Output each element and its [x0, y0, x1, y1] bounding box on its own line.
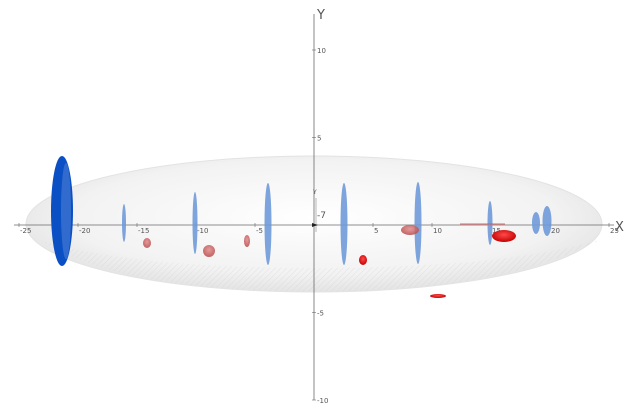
y-axis-label: Y — [316, 8, 325, 23]
x-tick-label: -10 — [197, 227, 208, 235]
red-ellipse — [143, 238, 151, 248]
red-ellipse — [430, 294, 446, 298]
blue-disc — [122, 204, 126, 242]
blue-disc — [542, 206, 552, 236]
large-blue-disc — [51, 156, 73, 266]
x-tick-label: 25 — [610, 227, 619, 235]
x-tick-label: -25 — [20, 227, 31, 235]
y-tick-label: -10 — [317, 397, 328, 405]
blue-disc — [340, 183, 348, 265]
y-axis: 10 5 -5 -10 Y — [312, 8, 328, 405]
blue-disc — [414, 182, 422, 264]
x-tick-label: 5 — [374, 227, 378, 235]
x-tick-label: -20 — [79, 227, 90, 235]
x-tick-label: -15 — [138, 227, 149, 235]
blue-disc — [487, 201, 493, 245]
blue-disc — [192, 192, 198, 254]
red-ellipse — [203, 245, 215, 257]
mini-axis: Y -7 — [312, 189, 326, 232]
red-ellipse — [244, 235, 250, 247]
x-tick-label: 15 — [492, 227, 501, 235]
x-axis-label: X — [615, 220, 624, 235]
mini-axis-y-label: Y — [312, 189, 317, 196]
origin-arrow — [312, 223, 318, 227]
y-tick-label: -5 — [317, 310, 324, 318]
blue-disc — [264, 183, 272, 265]
mini-axis-value: -7 — [317, 211, 326, 221]
x-tick-label: 10 — [433, 227, 442, 235]
red-ellipse — [359, 255, 367, 265]
blue-disc — [532, 212, 540, 234]
x-tick-label: -5 — [256, 227, 263, 235]
y-tick-label: 10 — [317, 47, 326, 55]
x-tick-label: 20 — [551, 227, 560, 235]
red-ellipse — [401, 225, 419, 235]
y-tick-label: 5 — [317, 135, 321, 143]
red-ellipse — [492, 230, 516, 242]
